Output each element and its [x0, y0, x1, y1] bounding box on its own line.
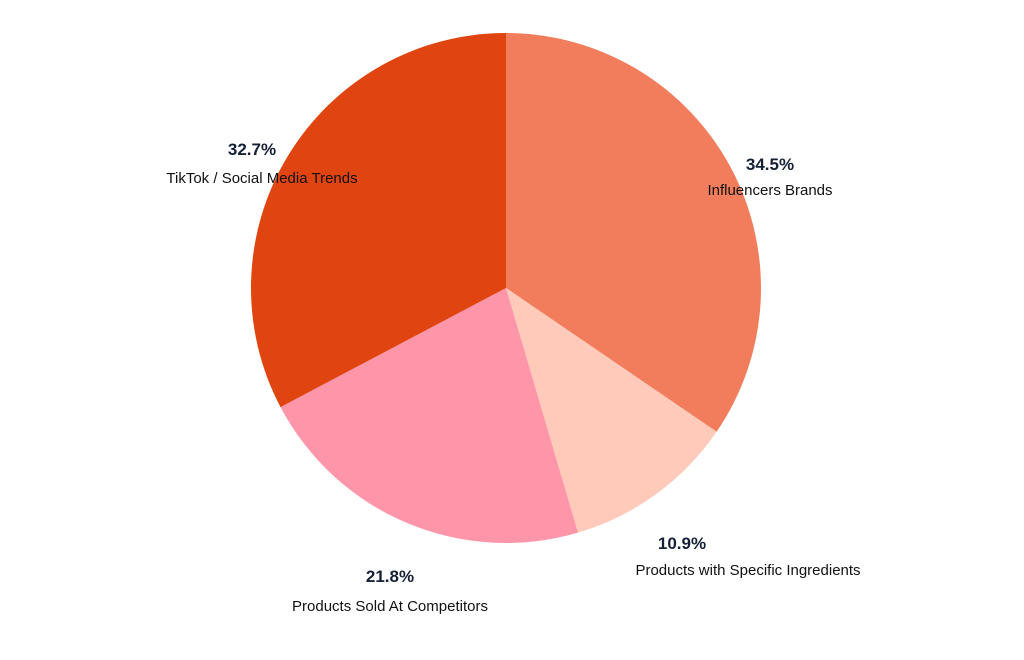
slice-percent-sold-at-competitors: 21.8% [366, 567, 414, 586]
slice-percent-specific-ingredients: 10.9% [658, 534, 706, 553]
slice-label-specific-ingredients: Products with Specific Ingredients [635, 562, 860, 579]
slice-percent-tiktok-trends: 32.7% [228, 140, 276, 159]
pie-slices [250, 33, 761, 544]
pie-labels: 34.5% Influencers Brands 10.9% Products … [166, 140, 860, 615]
slice-label-influencers-brands: Influencers Brands [707, 182, 832, 199]
slice-label-tiktok-trends: TikTok / Social Media Trends [166, 170, 357, 187]
pie-slice-products-sold-at-competitors [280, 288, 578, 544]
pie-slice-tiktok-social-media-trends [250, 33, 506, 408]
pie-slice-products-with-specific-ingredients [506, 288, 717, 533]
pie-slice-influencers-brands [506, 33, 761, 432]
slice-percent-influencers-brands: 34.5% [746, 155, 794, 174]
slice-label-sold-at-competitors: Products Sold At Competitors [292, 598, 488, 615]
